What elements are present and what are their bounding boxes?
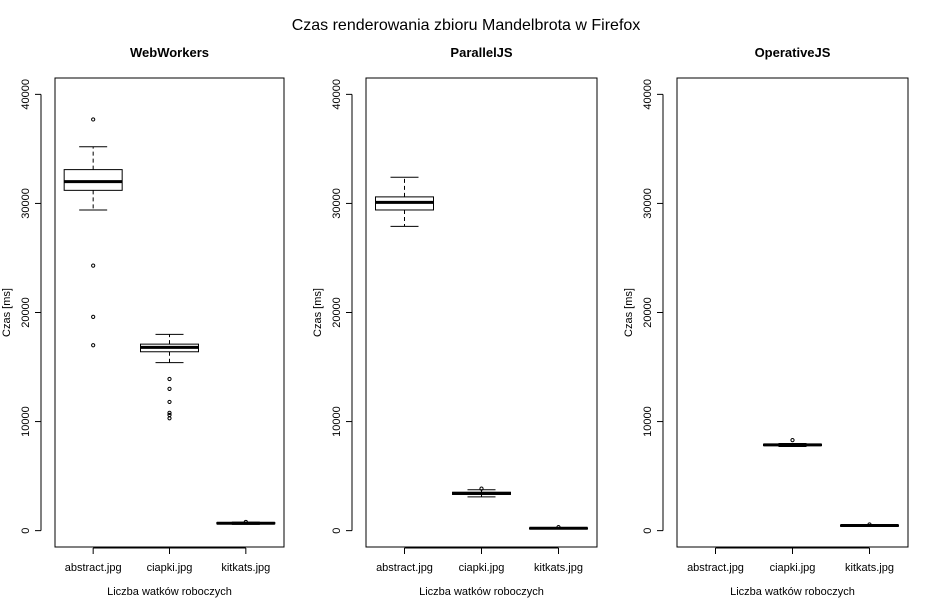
panel-title: WebWorkers xyxy=(130,45,209,60)
y-tick-label: 40000 xyxy=(642,79,654,110)
outlier-point xyxy=(91,343,96,348)
outlier-point xyxy=(167,376,172,382)
x-tick-label: kitkats.jpg xyxy=(221,562,270,574)
x-tick-label: kitkats.jpg xyxy=(534,562,583,574)
plot-frame xyxy=(676,77,909,548)
y-tick-label: 20000 xyxy=(331,297,343,328)
outlier-point xyxy=(167,412,172,418)
plot-frame xyxy=(365,77,598,548)
y-tick-label: 30000 xyxy=(642,188,654,219)
outlier-point xyxy=(91,314,96,319)
outlier-point xyxy=(167,386,172,391)
x-tick-label: ciapki.jpg xyxy=(459,562,505,574)
x-tick-label: ciapki.jpg xyxy=(770,562,816,574)
y-axis-label: Czas [ms] xyxy=(1,288,13,337)
x-tick-label: kitkats.jpg xyxy=(845,562,894,574)
outlier-point xyxy=(556,525,561,530)
y-tick-label: 40000 xyxy=(331,79,343,110)
y-tick-label: 10000 xyxy=(20,406,32,437)
main-title: Czas renderowania zbioru Mandelbrota w F… xyxy=(292,17,641,34)
box-iqr xyxy=(63,169,123,191)
y-axis-label: Czas [ms] xyxy=(623,288,635,337)
panel-webworkers: WebWorkers 0 10000 20000 30000 40000 Czas [ms]… xyxy=(1,45,285,598)
y-axis-label: Czas [ms] xyxy=(312,288,324,337)
y-tick-label: 0 xyxy=(20,528,32,534)
outlier-point xyxy=(167,399,172,405)
y-tick-label: 30000 xyxy=(20,188,32,219)
y-tick-label: 0 xyxy=(642,528,654,534)
outlier-point xyxy=(91,263,96,268)
x-tick-label: abstract.jpg xyxy=(687,562,744,574)
y-tick-label: 30000 xyxy=(331,188,343,219)
outlier-point xyxy=(167,410,172,415)
y-tick-label: 20000 xyxy=(642,297,654,328)
outlier-point xyxy=(867,522,872,527)
x-tick-label: abstract.jpg xyxy=(65,562,122,574)
outlier-point xyxy=(243,519,248,525)
x-axis-label: Liczba watków roboczych xyxy=(730,586,855,598)
y-tick-label: 10000 xyxy=(331,406,343,437)
y-tick-label: 10000 xyxy=(642,406,654,437)
outlier-point xyxy=(790,438,795,443)
y-tick-label: 20000 xyxy=(20,297,32,328)
x-tick-label: ciapki.jpg xyxy=(147,562,193,574)
y-tick-label: 40000 xyxy=(20,79,32,110)
outlier-point xyxy=(479,486,484,491)
outlier-point xyxy=(91,117,96,122)
x-axis-label: Liczba watków roboczych xyxy=(107,586,232,598)
outlier-point xyxy=(167,416,172,421)
x-axis-label: Liczba watków roboczych xyxy=(419,586,544,598)
panel-title: OperativeJS xyxy=(755,45,831,60)
plot-frame xyxy=(54,77,285,548)
panel-paralleljs: ParallelJS 0 10000 20000 30000 40000 Czas [ms]… xyxy=(312,45,598,598)
panel-operativejs: OperativeJS 0 10000 20000 30000 40000 Czas [ms… xyxy=(623,45,909,598)
y-tick-label: 0 xyxy=(331,528,343,534)
x-tick-label: abstract.jpg xyxy=(376,562,433,574)
panel-title: ParallelJS xyxy=(450,45,512,60)
